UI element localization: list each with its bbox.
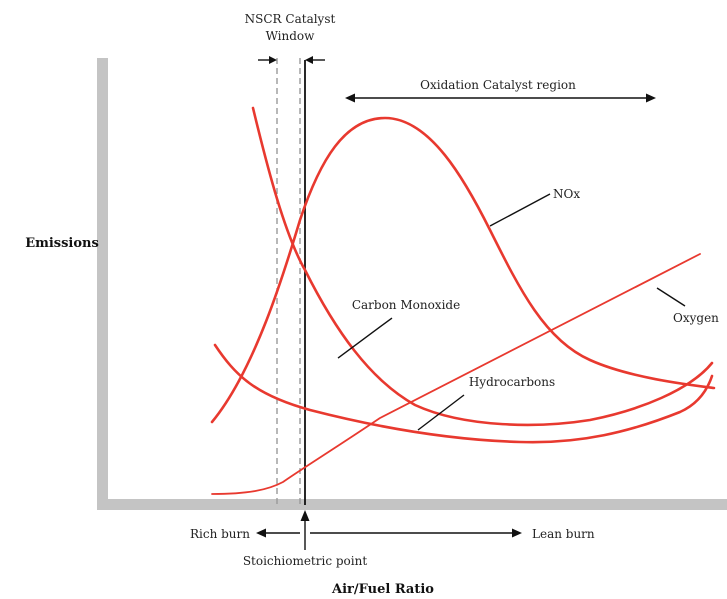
stoichiometric-arrow-head bbox=[300, 510, 310, 521]
nscr-window-label-line2: Window bbox=[266, 29, 316, 43]
y-axis-label: Emissions bbox=[25, 236, 99, 251]
stoichiometric-label: Stoichiometric point bbox=[243, 554, 368, 568]
carbon-monoxide-leader-line bbox=[337, 317, 393, 359]
x-axis-label: Air/Fuel Ratio bbox=[331, 582, 434, 597]
oxygen-curve bbox=[211, 253, 701, 495]
oxidation-region-arrow-left-head bbox=[345, 93, 355, 103]
nox-curve bbox=[210, 116, 716, 424]
hydrocarbons-label: Hydrocarbons bbox=[469, 375, 555, 389]
nscr-window-label-line1: NSCR Catalyst bbox=[245, 12, 336, 26]
nscr-window-right-arrow-head bbox=[305, 56, 313, 64]
x-axis bbox=[97, 499, 727, 510]
nscr-window-left-arrow-head bbox=[269, 56, 277, 64]
carbon-monoxide-label: Carbon Monoxide bbox=[352, 298, 460, 312]
oxygen-label: Oxygen bbox=[673, 311, 719, 325]
hydrocarbons-curve bbox=[213, 343, 714, 444]
oxidation-region-arrow-right-head bbox=[646, 93, 656, 103]
rich-burn-label: Rich burn bbox=[190, 527, 250, 541]
carbon-monoxide-curve bbox=[251, 106, 714, 427]
nox-label: NOx bbox=[553, 187, 580, 201]
nox-leader-line bbox=[489, 193, 551, 227]
lean-burn-arrow-head bbox=[512, 528, 522, 538]
oxidation-region-label: Oxidation Catalyst region bbox=[420, 78, 576, 92]
rich-burn-arrow-head bbox=[256, 528, 266, 538]
y-axis bbox=[97, 58, 108, 510]
lean-burn-label: Lean burn bbox=[532, 527, 595, 541]
oxygen-leader-line bbox=[656, 287, 686, 307]
hydrocarbons-leader-line bbox=[417, 394, 465, 431]
